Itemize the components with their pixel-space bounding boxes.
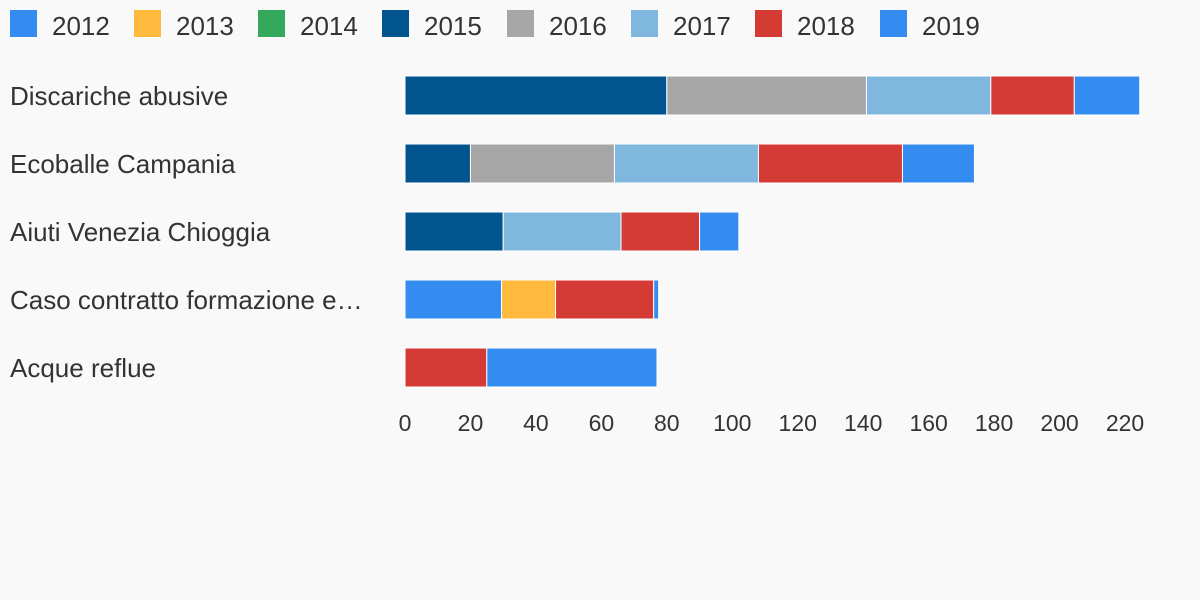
bars (404, 75, 1141, 388)
category-label: Aiuti Venezia Chioggia (10, 217, 271, 247)
category-label: Acque reflue (10, 353, 156, 383)
x-tick-label: 160 (909, 410, 947, 436)
x-tick-label: 60 (589, 410, 615, 436)
legend-label-2019[interactable]: 2019 (922, 11, 980, 41)
bar-segment-2019[interactable] (486, 347, 658, 388)
category-label: Discariche abusive (10, 81, 228, 111)
legend-label-2016[interactable]: 2016 (549, 11, 607, 41)
bar-segment-2019[interactable] (1073, 75, 1141, 116)
legend-label-2015[interactable]: 2015 (424, 11, 482, 41)
x-tick-label: 0 (399, 410, 412, 436)
legend-swatch-2014[interactable] (258, 10, 285, 37)
x-tick-label: 20 (458, 410, 484, 436)
bar-segment-2017[interactable] (502, 211, 622, 252)
legend-swatch-2012[interactable] (10, 10, 37, 37)
bar-segment-2016[interactable] (469, 143, 615, 184)
category-label: Caso contratto formazione e… (10, 285, 363, 315)
legend: 2012 2013 2014 2015 2016 2017 2018 2019 (10, 10, 980, 41)
bar-segment-2013[interactable] (501, 279, 557, 320)
x-tick-label: 80 (654, 410, 680, 436)
category-label: Ecoballe Campania (10, 149, 236, 179)
legend-label-2014[interactable]: 2014 (300, 11, 358, 41)
legend-swatch-2017[interactable] (631, 10, 658, 37)
bar-segment-2019[interactable] (901, 143, 975, 184)
bar-segment-2017[interactable] (613, 143, 759, 184)
bar-segment-2019[interactable] (653, 279, 660, 320)
bar-segment-2018[interactable] (757, 143, 903, 184)
legend-label-2013[interactable]: 2013 (176, 11, 234, 41)
legend-label-2018[interactable]: 2018 (797, 11, 855, 41)
x-tick-label: 220 (1106, 410, 1144, 436)
x-axis: 0 20 40 60 80 100 120 140 160 180 200 220 (399, 410, 1145, 436)
x-tick-label: 180 (975, 410, 1013, 436)
legend-swatch-2016[interactable] (507, 10, 534, 37)
bar-segment-2016[interactable] (666, 75, 867, 116)
category-labels: Discariche abusive Ecoballe Campania Aiuti… (10, 81, 363, 383)
bar-segment-2015[interactable] (404, 75, 668, 116)
bar-segment-2018[interactable] (404, 347, 488, 388)
x-tick-label: 120 (779, 410, 817, 436)
legend-swatch-2013[interactable] (134, 10, 161, 37)
legend-label-2012[interactable]: 2012 (52, 11, 110, 41)
bar-segment-2018[interactable] (555, 279, 655, 320)
legend-swatch-2018[interactable] (755, 10, 782, 37)
legend-swatch-2015[interactable] (382, 10, 409, 37)
bar-segment-2018[interactable] (620, 211, 701, 252)
bar-segment-2015[interactable] (404, 211, 504, 252)
bar-segment-2018[interactable] (990, 75, 1075, 116)
legend-label-2017[interactable]: 2017 (673, 11, 731, 41)
x-tick-label: 200 (1040, 410, 1078, 436)
bar-segment-2012[interactable] (404, 279, 503, 320)
bar-segment-2017[interactable] (865, 75, 992, 116)
bar-segment-2015[interactable] (404, 143, 471, 184)
x-tick-label: 100 (713, 410, 751, 436)
bar-segment-2019[interactable] (699, 211, 740, 252)
legend-swatch-2019[interactable] (880, 10, 907, 37)
x-tick-label: 40 (523, 410, 549, 436)
x-tick-label: 140 (844, 410, 882, 436)
